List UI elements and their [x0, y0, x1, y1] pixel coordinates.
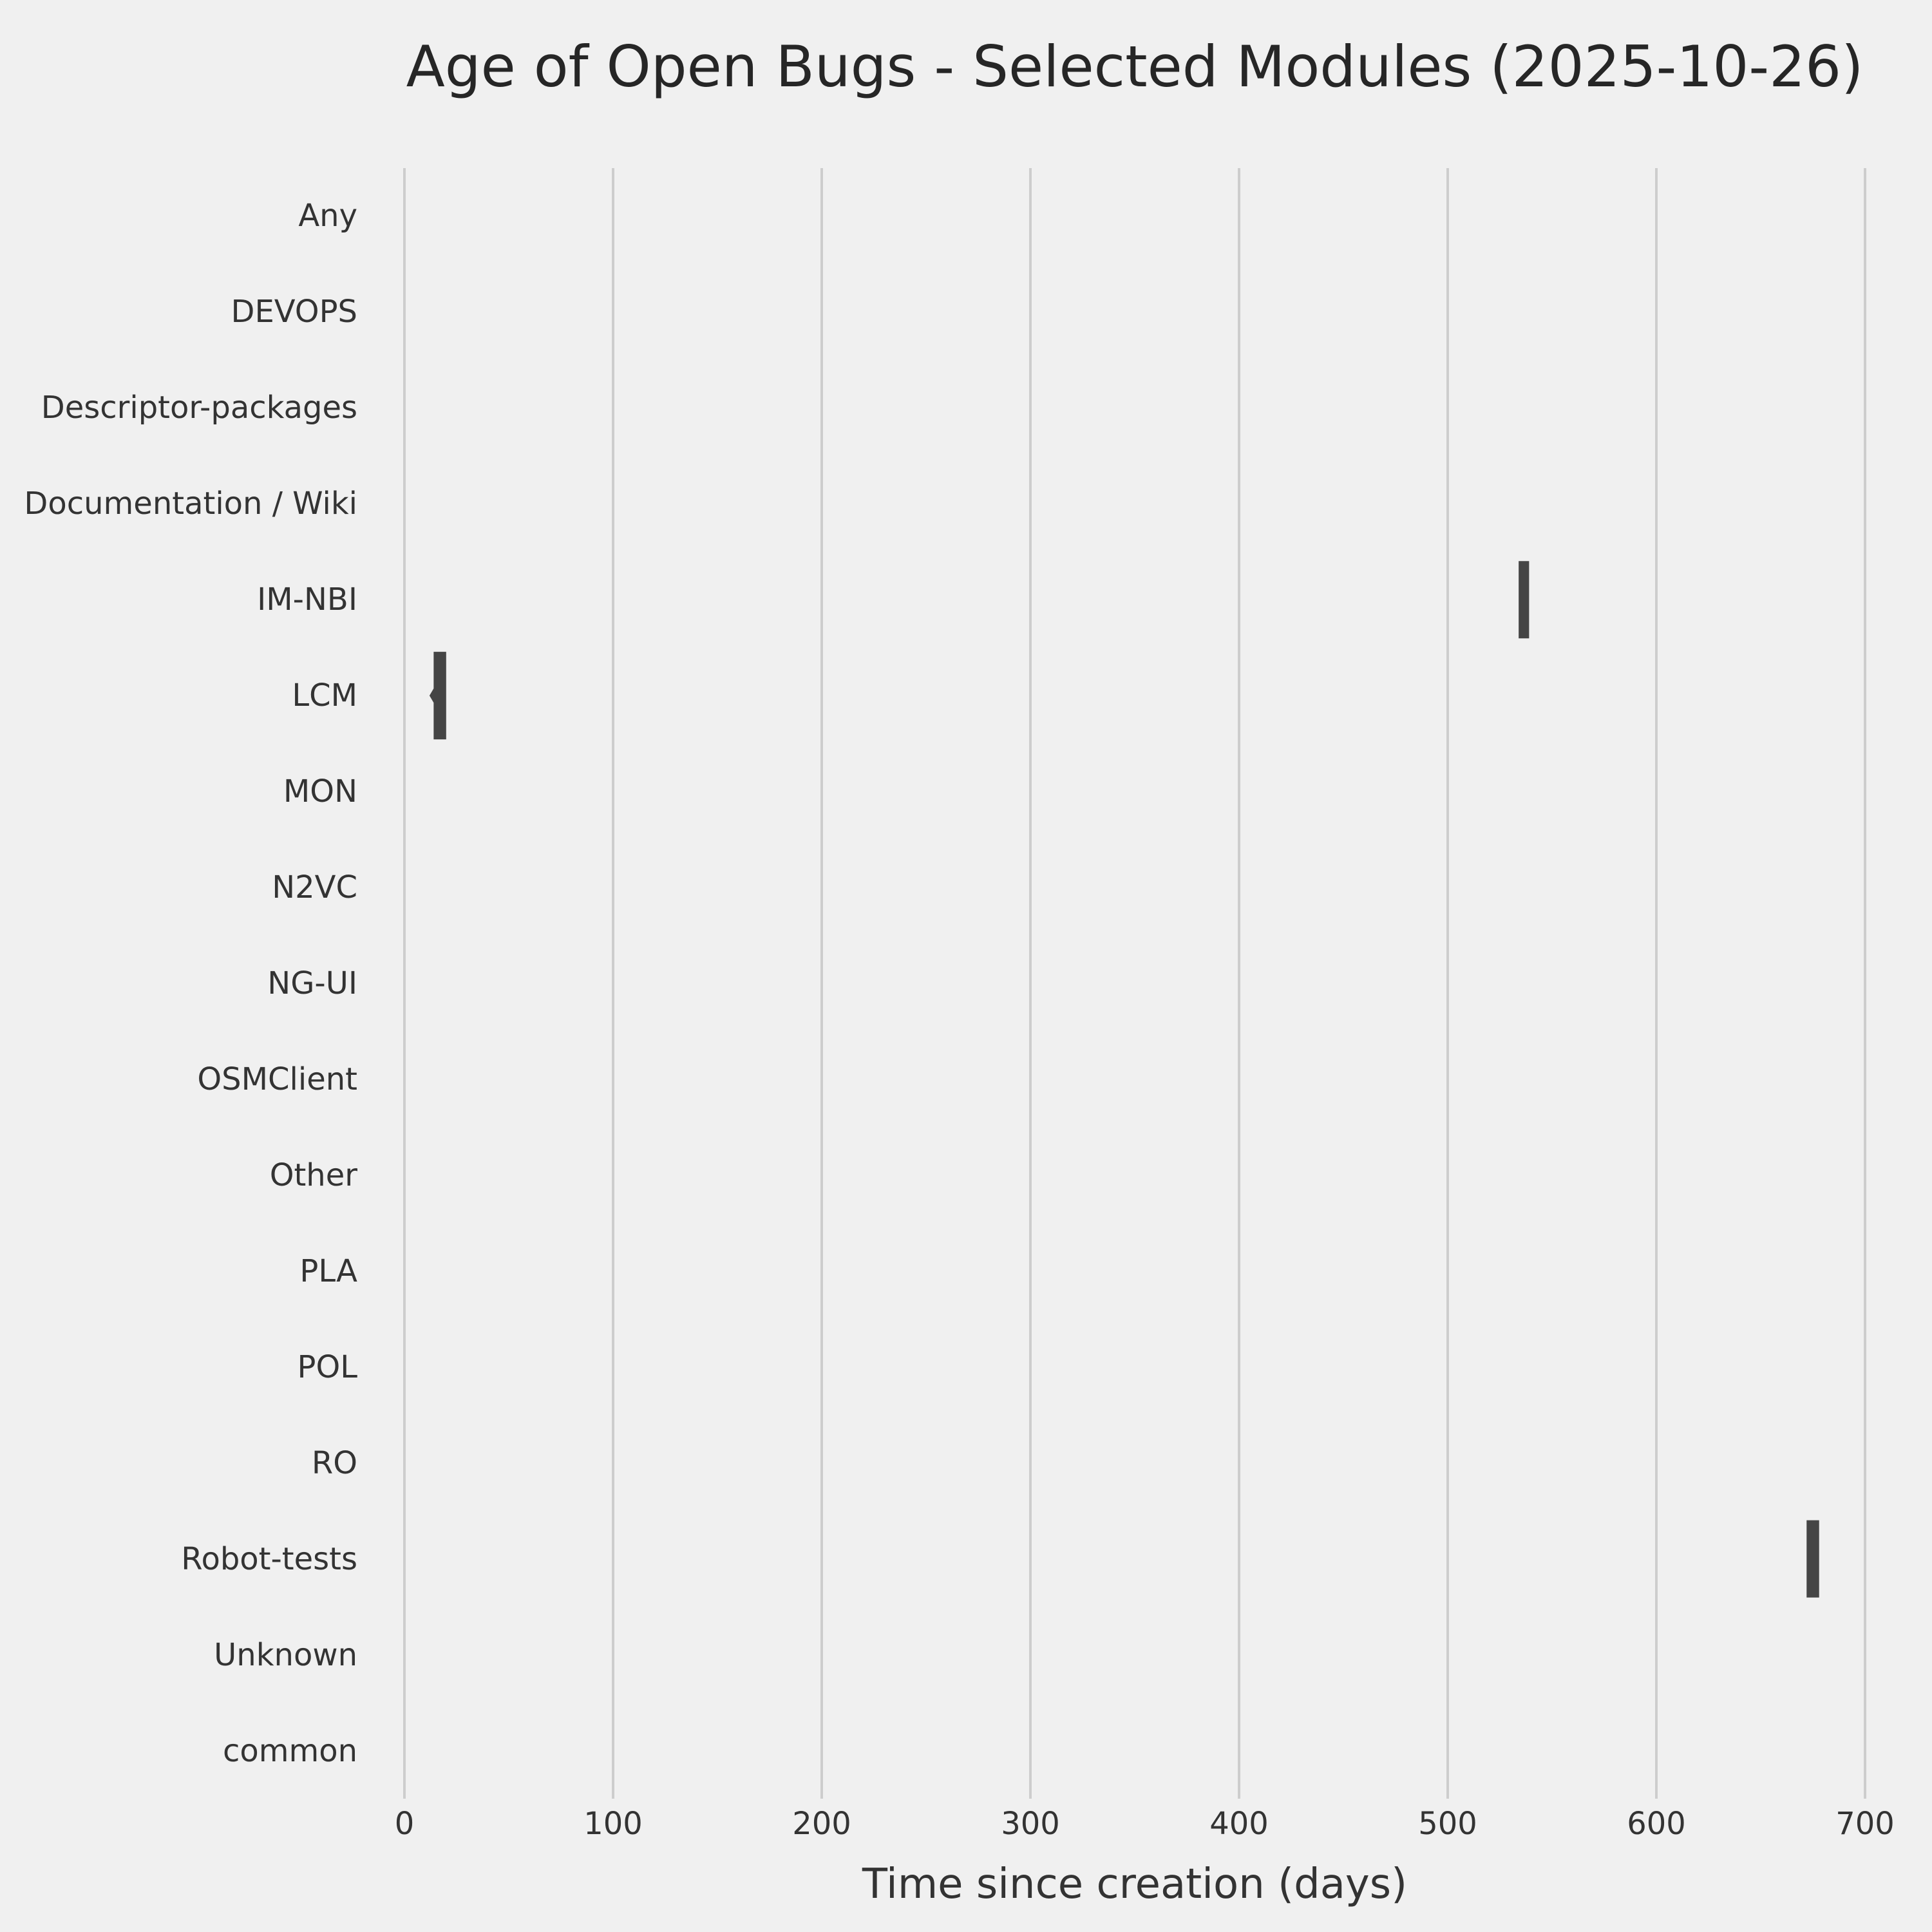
grid-line — [1446, 168, 1449, 1799]
x-tick-label: 300 — [1001, 1806, 1060, 1842]
y-tick-label: common — [222, 1732, 357, 1769]
x-tick-label: 500 — [1418, 1806, 1477, 1842]
grid-line — [1029, 168, 1032, 1799]
x-tick-label: 100 — [583, 1806, 643, 1842]
grid-line — [1864, 168, 1866, 1799]
x-tick-label: 400 — [1209, 1806, 1269, 1842]
x-tick-label: 700 — [1835, 1806, 1895, 1842]
x-axis-label: Time since creation (days) — [862, 1861, 1408, 1908]
x-tick-label: 200 — [792, 1806, 851, 1842]
y-tick-label: OSMClient — [197, 1061, 357, 1097]
violin-IM-NBI — [1519, 561, 1530, 639]
y-tick-label: LCM — [292, 677, 357, 714]
grid-line — [1655, 168, 1658, 1799]
x-tick-label: 0 — [394, 1806, 415, 1842]
grid-line — [820, 168, 823, 1799]
y-tick-label: Any — [298, 198, 357, 234]
grid-line — [1238, 168, 1240, 1799]
grid-line — [612, 168, 614, 1799]
y-tick-label: DEVOPS — [231, 294, 357, 330]
y-tick-label: Descriptor-packages — [41, 390, 357, 426]
y-tick-label: Unknown — [214, 1636, 357, 1673]
x-tick-label: 600 — [1627, 1806, 1686, 1842]
chart-title: Age of Open Bugs - Selected Modules (202… — [406, 33, 1864, 100]
violin-LCM — [429, 652, 446, 740]
y-tick-label: Documentation / Wiki — [24, 486, 357, 522]
y-tick-label: IM-NBI — [257, 582, 357, 618]
y-tick-label: Robot-tests — [181, 1540, 357, 1577]
y-tick-label: PLA — [299, 1253, 357, 1289]
y-tick-label: MON — [283, 773, 357, 810]
y-tick-label: RO — [311, 1444, 357, 1481]
y-tick-label: N2VC — [272, 869, 357, 906]
y-tick-label: POL — [297, 1349, 357, 1385]
violin-Robot-tests — [1806, 1520, 1819, 1598]
y-tick-label: NG-UI — [267, 965, 357, 1001]
grid-line — [403, 168, 406, 1799]
y-tick-label: Other — [269, 1157, 357, 1193]
